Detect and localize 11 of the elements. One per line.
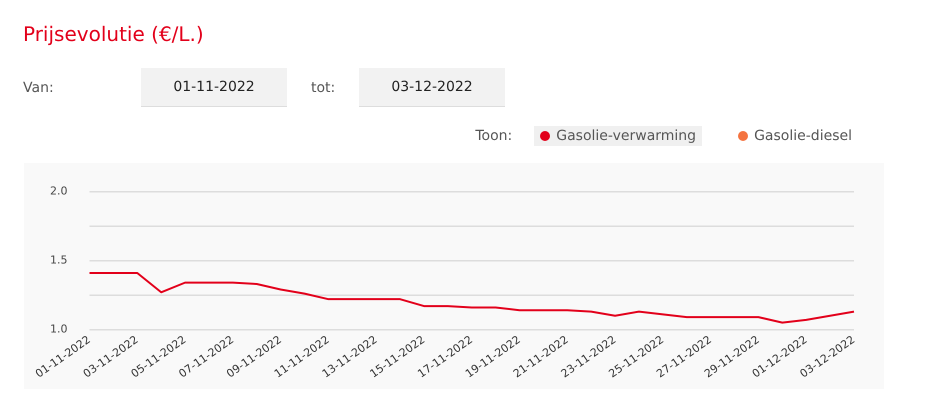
- text: Van:: [23, 80, 55, 96]
- text: 01-11-2022: [141, 68, 287, 107]
- y-tick-label: 2.0: [50, 184, 68, 198]
- chart-title: Prijsevolutie (€/L.): [23, 22, 204, 46]
- y-tick-label: 1.5: [50, 253, 68, 266]
- legend-label: Gasolie-diesel: [753, 127, 853, 146]
- y-tick-label: 1.0: [50, 322, 68, 336]
- text: tot:: [311, 80, 336, 96]
- legend-title: Toon:: [475, 128, 512, 144]
- legend-label: Gasolie-verwarming: [534, 126, 702, 146]
- text: 03-12-2022: [359, 68, 505, 107]
